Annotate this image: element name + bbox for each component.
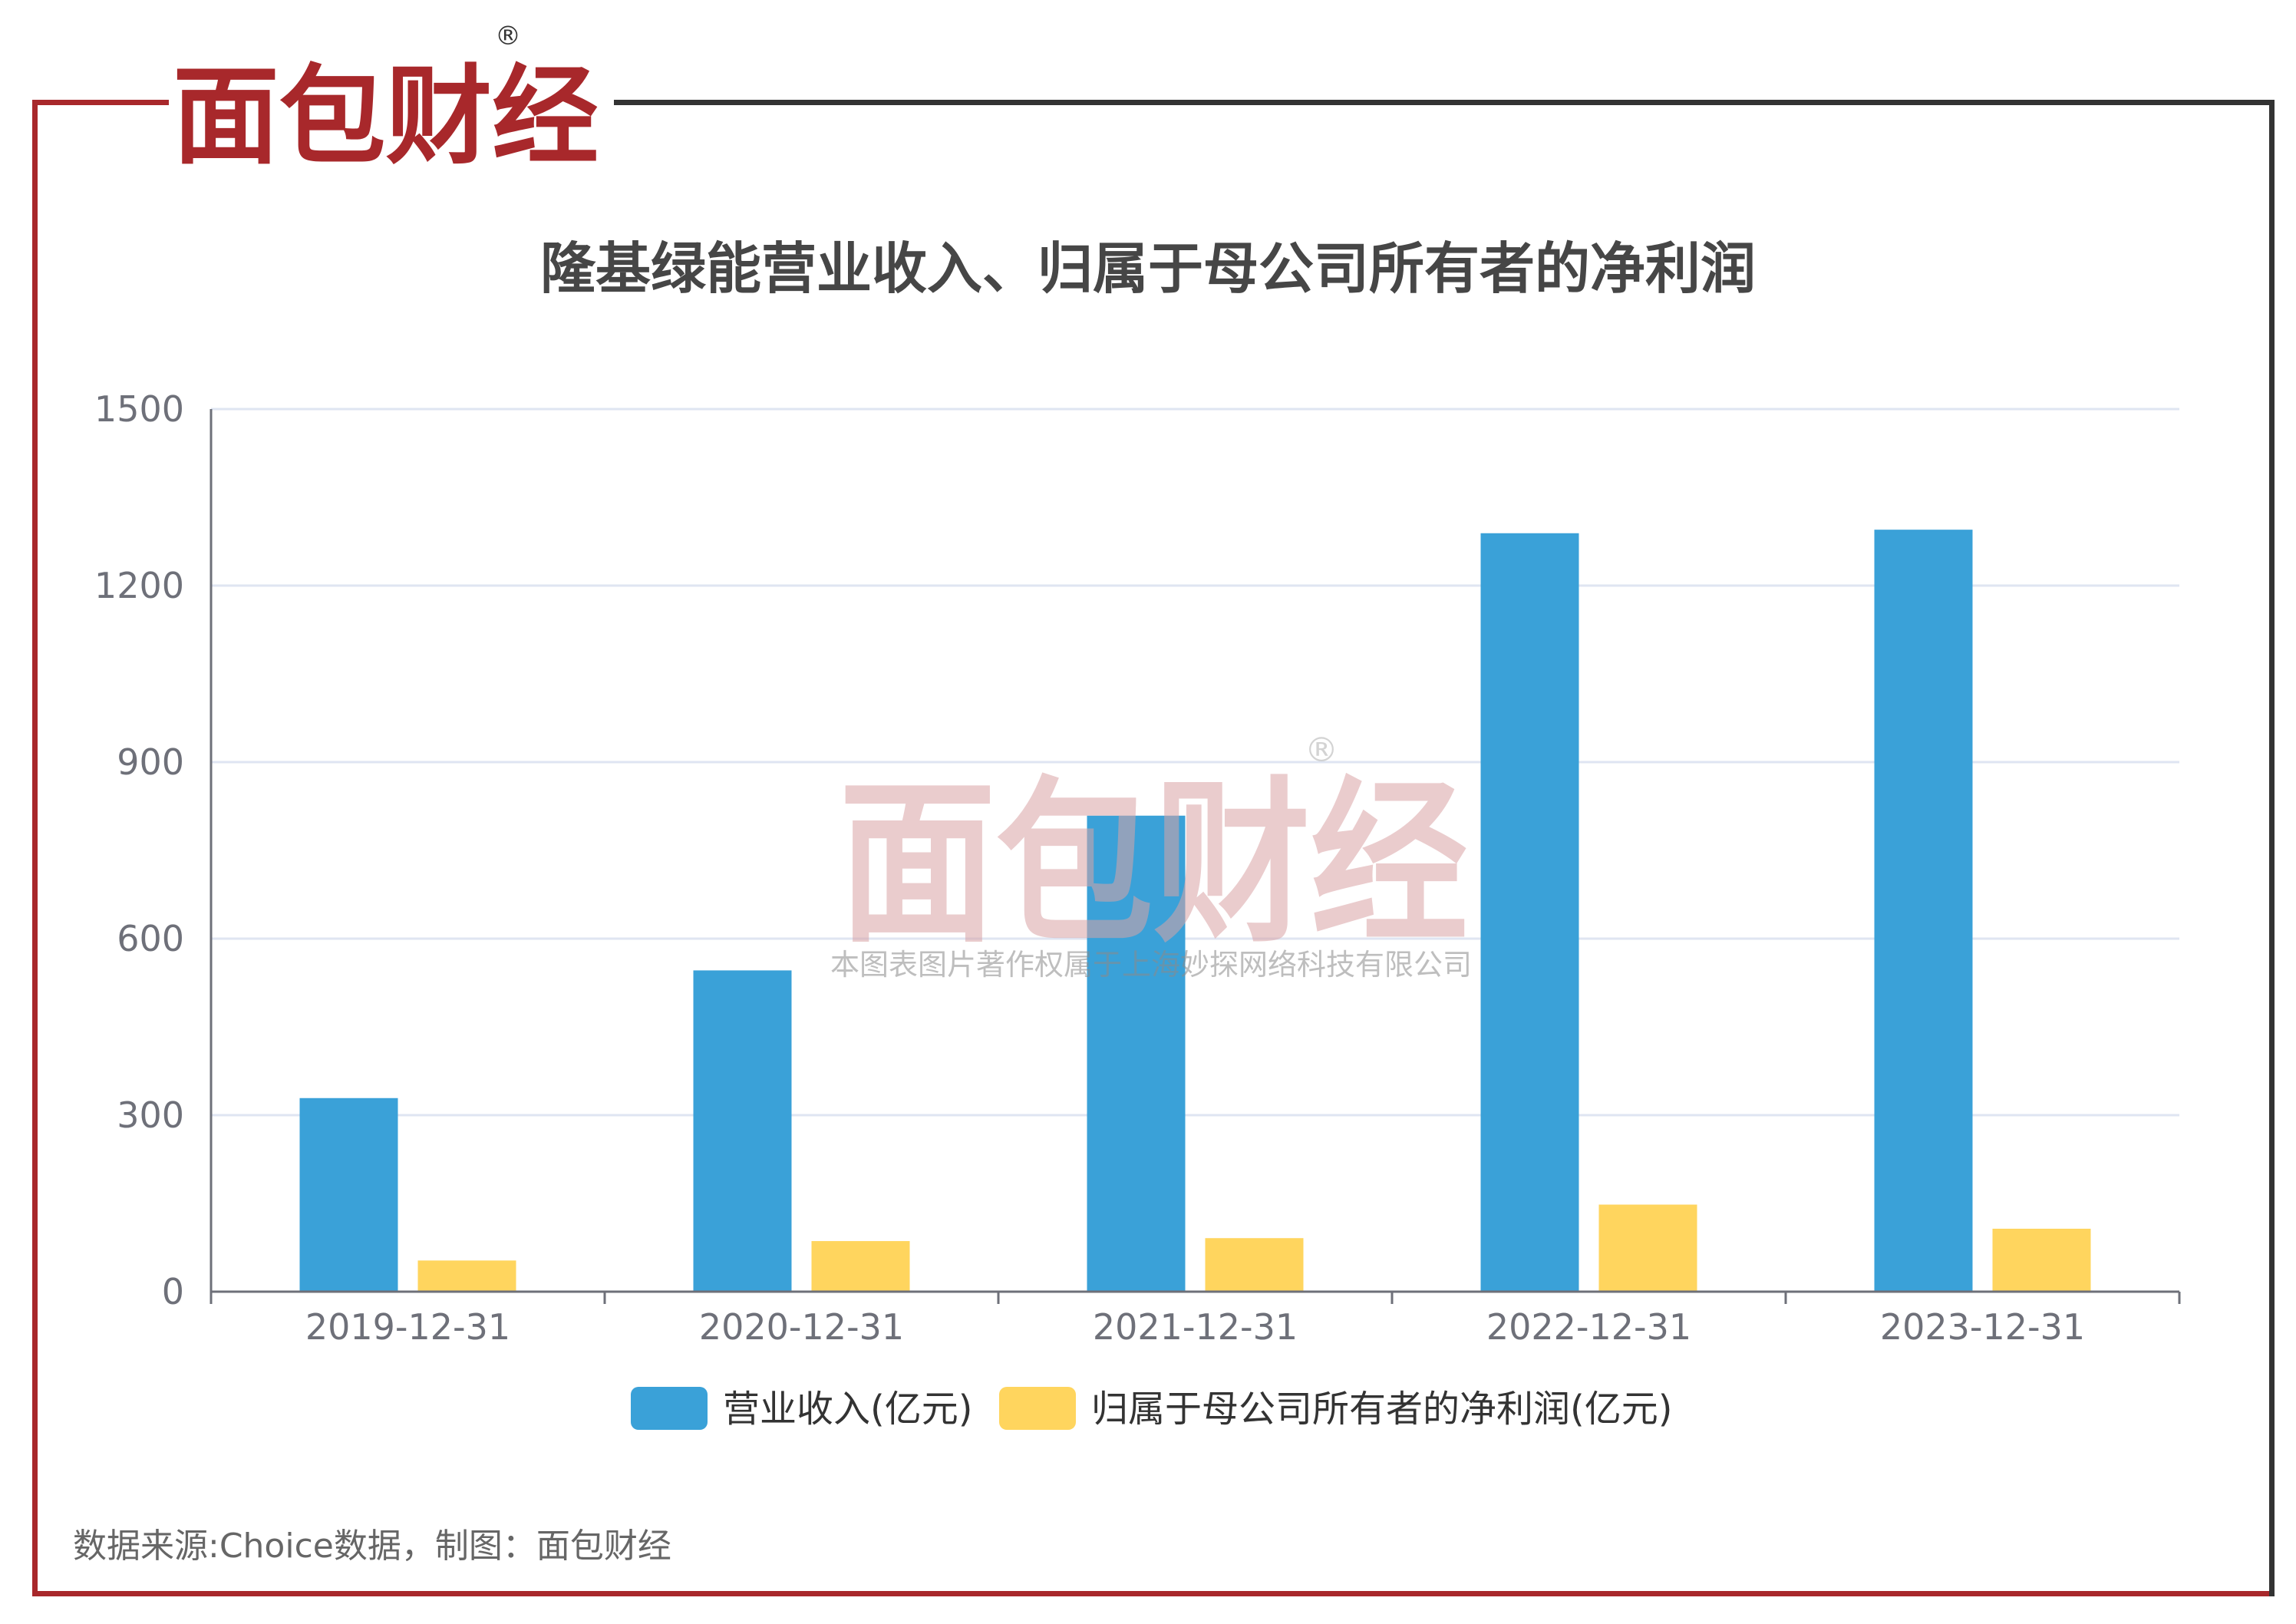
x-axis: 2019-12-31 2020-12-31 2021-12-31 2022-12-31… bbox=[209, 409, 2181, 1348]
y-tick-label: 300 bbox=[117, 1094, 184, 1136]
legend-swatch bbox=[631, 1387, 708, 1430]
frame-top-dark bbox=[614, 100, 2275, 105]
bar-net-profit bbox=[1992, 1228, 2091, 1292]
bar-revenue bbox=[1480, 533, 1579, 1292]
bar-net-profit bbox=[1205, 1238, 1304, 1292]
x-tick-label: 2023-12-31 bbox=[1880, 1306, 2085, 1348]
bar-net-profit bbox=[417, 1260, 516, 1292]
bar-revenue bbox=[1087, 815, 1186, 1292]
legend: 营业收入(亿元) 归属于母公司所有者的净利润(亿元) bbox=[631, 1387, 1672, 1431]
y-tick-label: 600 bbox=[117, 918, 184, 959]
watermark-registered-mark: ® bbox=[1305, 731, 1338, 770]
watermark: 面包财经 ® 本图表图片著作权属于上海妙探网络科技有限公司 bbox=[830, 731, 1472, 982]
bar-revenue bbox=[1874, 530, 1973, 1292]
x-tick-label: 2020-12-31 bbox=[699, 1306, 904, 1348]
bars bbox=[299, 530, 2091, 1292]
gridlines bbox=[211, 408, 2179, 1117]
frame-top-left-red bbox=[32, 100, 169, 105]
frame-right-dark bbox=[2269, 100, 2275, 1596]
y-tick-label: 900 bbox=[117, 741, 184, 783]
watermark-logo: 面包财经 bbox=[839, 762, 1468, 967]
x-tick-label: 2022-12-31 bbox=[1486, 1306, 1691, 1348]
watermark-caption: 本图表图片著作权属于上海妙探网络科技有限公司 bbox=[830, 948, 1472, 982]
source-note: 数据来源:Choice数据，制图：面包财经 bbox=[73, 1527, 671, 1566]
logo-registered-mark: ® bbox=[495, 21, 521, 51]
logo-text: 面包财经 bbox=[173, 54, 599, 170]
bar-revenue bbox=[693, 970, 792, 1292]
x-tick-label: 2019-12-31 bbox=[305, 1306, 510, 1348]
frame-left-red bbox=[32, 100, 38, 1596]
legend-swatch bbox=[999, 1387, 1076, 1430]
y-tick-label: 1200 bbox=[94, 565, 184, 606]
brand-logo: ® 面包财经 bbox=[173, 21, 599, 170]
bar-net-profit bbox=[1598, 1204, 1697, 1292]
chart-title: 隆基绿能营业收入、归属于母公司所有者的净利润 bbox=[540, 236, 1756, 301]
frame-bottom-red bbox=[32, 1591, 2275, 1596]
y-tick-label: 0 bbox=[162, 1271, 184, 1312]
bar-revenue bbox=[299, 1098, 398, 1292]
legend-label: 营业收入(亿元) bbox=[723, 1388, 972, 1431]
x-tick-label: 2021-12-31 bbox=[1093, 1306, 1298, 1348]
bar-net-profit bbox=[811, 1241, 910, 1292]
legend-label: 归属于母公司所有者的净利润(亿元) bbox=[1091, 1388, 1672, 1431]
y-axis-ticks: 0 300 600 900 1200 1500 bbox=[94, 388, 184, 1312]
y-tick-label: 1500 bbox=[94, 388, 184, 430]
